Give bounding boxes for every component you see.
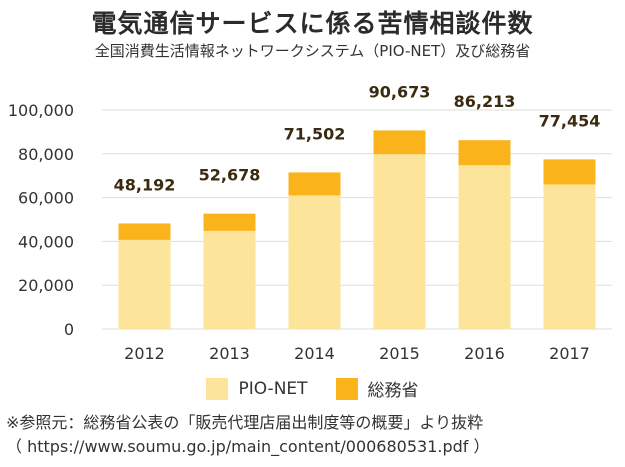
source-footnote: ※参照元：総務省公表の「販売代理店届出制度等の概要」より抜粋 （ https:/…: [6, 411, 621, 459]
bar-segment-soumusho-2017: [543, 159, 596, 185]
legend-item-soumusho: 総務省: [335, 376, 419, 401]
legend-swatch-pio-net: [206, 377, 229, 400]
y-tick-label: 80,000: [18, 145, 74, 164]
x-tick-label-2015: 2015: [379, 344, 420, 363]
total-label-2013: 52,678: [199, 166, 261, 185]
chart-title: 電気通信サービスに係る苦情相談件数: [91, 9, 534, 38]
x-tick-label-2013: 2013: [209, 344, 250, 363]
x-tick-label-2016: 2016: [464, 344, 505, 363]
legend-label-pio-net: PIO-NET: [238, 378, 308, 399]
total-labels: 48,192 52,678 71,502 90,673 86,213 77,454: [114, 82, 601, 194]
chart-subtitle: 全国消費生活情報ネットワークシステム（PIO-NET）及び総務省: [94, 42, 531, 60]
legend-swatch-soumusho: [335, 377, 358, 400]
total-label-2016: 86,213: [454, 92, 516, 111]
x-tick-label-2014: 2014: [294, 344, 335, 363]
bar-segment-soumusho-2012: [118, 223, 171, 240]
footnote-line-1: ※参照元：総務省公表の「販売代理店届出制度等の概要」より抜粋: [6, 413, 484, 432]
bars: [118, 130, 596, 329]
total-label-2015: 90,673: [369, 82, 431, 101]
legend-label-soumusho: 総務省: [367, 381, 419, 401]
y-axis-tick-labels: 0 20,000 40,000 60,000 80,000 100,000: [8, 101, 74, 339]
grid-lines: [102, 109, 612, 330]
bar-chart: 0 20,000 40,000 60,000 80,000 100,000 48,192 5…: [8, 82, 612, 363]
legend-item-pio-net: PIO-NET: [206, 377, 308, 400]
bar-segment-soumusho-2016: [458, 140, 511, 166]
y-tick-label: 40,000: [18, 232, 74, 251]
bar-segment-pio-net-2012: [118, 239, 171, 329]
total-label-2012: 48,192: [114, 175, 176, 194]
bar-segment-pio-net-2017: [543, 184, 596, 329]
legend: PIO-NET 総務省: [0, 376, 625, 401]
bar-segment-soumusho-2014: [288, 172, 341, 196]
bar-segment-soumusho-2015: [373, 130, 426, 155]
total-label-2014: 71,502: [284, 124, 346, 143]
total-label-2017: 77,454: [539, 111, 601, 130]
y-tick-label: 60,000: [18, 189, 74, 208]
bar-segment-pio-net-2014: [288, 195, 341, 329]
y-tick-label: 100,000: [8, 101, 74, 120]
y-tick-label: 20,000: [18, 276, 74, 295]
bar-segment-pio-net-2013: [203, 230, 256, 329]
bar-segment-soumusho-2013: [203, 213, 256, 231]
x-tick-label-2017: 2017: [549, 344, 590, 363]
x-tick-label-2012: 2012: [124, 344, 165, 363]
bar-segment-pio-net-2016: [458, 165, 511, 329]
bar-segment-pio-net-2015: [373, 154, 426, 329]
y-tick-label: 0: [64, 320, 74, 339]
footnote-line-2: （ https://www.soumu.go.jp/main_content/0…: [6, 437, 490, 456]
x-axis-tick-labels: 2012 2013 2014 2015 2016 2017: [124, 344, 590, 363]
